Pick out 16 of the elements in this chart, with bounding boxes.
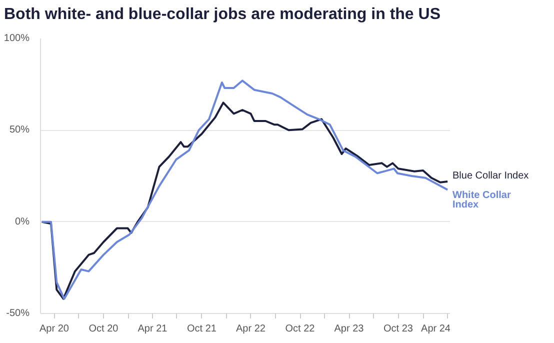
y-tick-label: 100% [4, 33, 30, 44]
y-tick-label: 50% [9, 124, 30, 136]
x-tick-label: Apr 24 [421, 324, 451, 334]
chart-title: Both white- and blue-collar jobs are moderating in the US [4, 5, 440, 25]
x-tick-label: Apr 22 [236, 324, 266, 334]
x-tick-label: Oct 21 [187, 324, 217, 334]
y-tick-label: 0% [15, 216, 30, 228]
x-tick-label: Apr 21 [138, 324, 168, 334]
series-label: White Collar Index [452, 190, 511, 211]
y-tick-label: -50% [6, 308, 30, 319]
series-label: Blue Collar Index [452, 170, 529, 182]
x-tick-label: Oct 20 [88, 324, 119, 334]
x-tick-label: Oct 23 [384, 324, 414, 334]
x-tick-label: Apr 23 [334, 324, 364, 334]
x-tick-label: Apr 20 [40, 324, 70, 334]
x-tick-label: Oct 22 [285, 324, 316, 334]
